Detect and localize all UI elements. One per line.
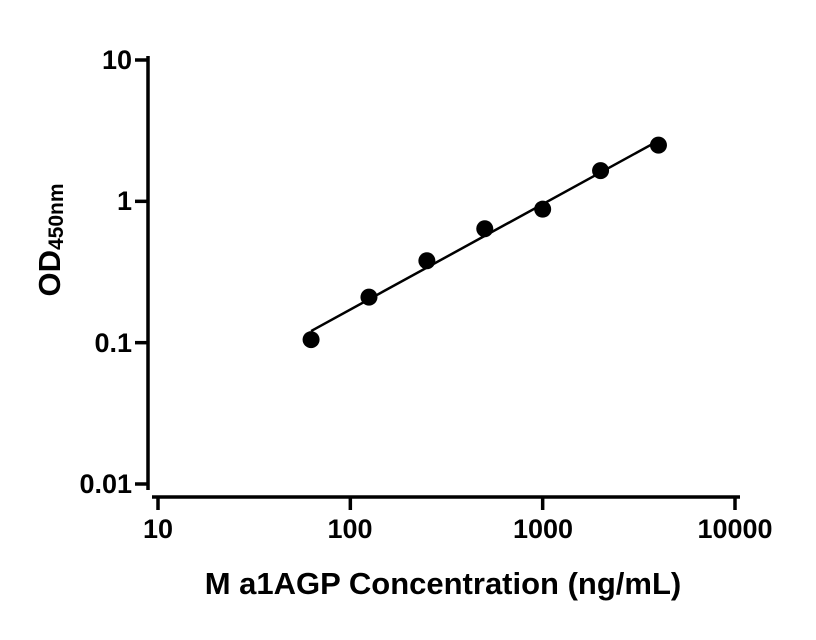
x-tick-label-1000: 1000 (512, 514, 574, 544)
y-tick-label-1: 1 (116, 186, 132, 216)
y-tick-label-10: 10 (101, 45, 132, 75)
data-point-marker (360, 288, 378, 306)
x-axis-title: M a1AGP Concentration (ng/mL) (204, 566, 682, 601)
data-point-marker (476, 220, 494, 238)
y-axis-title: OD450nm (32, 80, 72, 400)
y-axis-title-subscript: 450nm (45, 183, 68, 251)
x-tick-label-100: 100 (327, 514, 373, 544)
data-point-marker (649, 136, 667, 154)
y-tick-label-0-01: 0.01 (79, 469, 132, 499)
x-tick-label-10000: 10000 (697, 514, 773, 544)
data-point-marker (302, 331, 320, 349)
data-point-marker (592, 162, 610, 180)
y-tick-label-0-1: 0.1 (94, 328, 132, 358)
data-point-marker (534, 200, 552, 218)
x-tick-label-10: 10 (142, 514, 174, 544)
y-axis-title-main: OD (32, 250, 67, 297)
data-point-marker (418, 252, 436, 270)
